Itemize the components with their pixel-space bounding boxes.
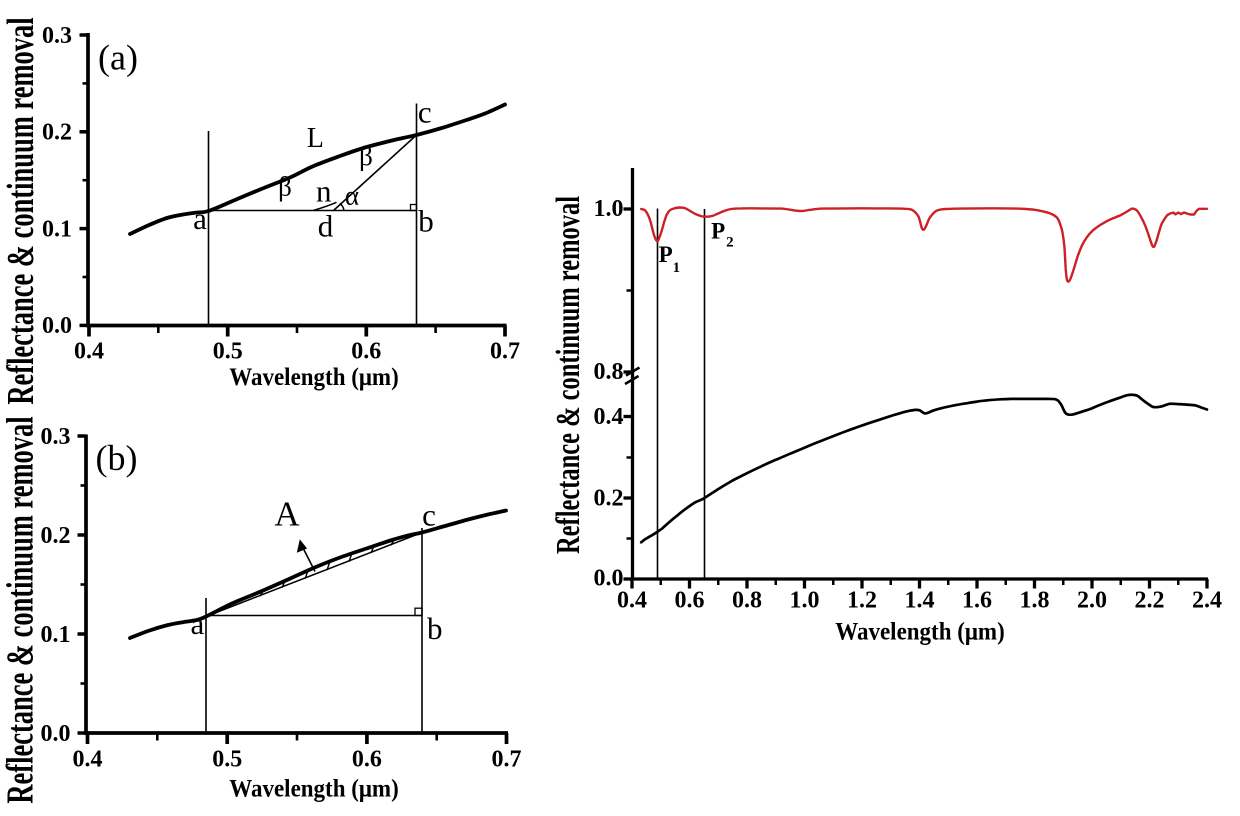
svg-text:2.0: 2.0 [1077, 587, 1107, 613]
svg-text:0.6: 0.6 [675, 587, 705, 613]
svg-text:Wavelength (μm): Wavelength (μm) [835, 618, 1004, 646]
svg-text:Reflectance & continuum remova: Reflectance & continuum removal [549, 196, 587, 554]
svg-text:0.7: 0.7 [492, 746, 522, 772]
svg-text:0.2: 0.2 [41, 523, 71, 549]
svg-text:c: c [422, 498, 436, 533]
svg-text:d: d [318, 209, 334, 244]
svg-text:Reflectance & continuum remova: Reflectance & continuum removal [0, 416, 42, 803]
svg-text:1.4: 1.4 [905, 587, 935, 613]
svg-text:0.5: 0.5 [212, 746, 242, 772]
svg-text:0.4: 0.4 [74, 338, 104, 364]
svg-text:0.3: 0.3 [42, 23, 72, 49]
svg-text:0.6: 0.6 [351, 338, 381, 364]
svg-text:b: b [427, 611, 443, 646]
svg-text:0.8: 0.8 [594, 359, 624, 385]
svg-text:0.7: 0.7 [490, 338, 520, 364]
svg-text:b: b [418, 204, 434, 239]
svg-text:β: β [278, 172, 292, 202]
svg-text:β: β [359, 141, 373, 171]
svg-text:n: n [316, 174, 332, 209]
svg-text:0.2: 0.2 [594, 486, 624, 512]
svg-text:a: a [193, 201, 207, 236]
svg-text:Wavelength (μm): Wavelength (μm) [229, 363, 398, 391]
svg-text:(a): (a) [98, 37, 138, 77]
svg-text:1: 1 [673, 260, 681, 276]
svg-text:0.1: 0.1 [41, 622, 71, 648]
svg-text:1.2: 1.2 [847, 587, 877, 613]
svg-text:0.2: 0.2 [42, 120, 72, 146]
svg-text:0.0: 0.0 [594, 565, 624, 591]
svg-text:0.4: 0.4 [617, 587, 647, 613]
svg-text:L: L [307, 123, 324, 154]
svg-text:α: α [345, 181, 359, 211]
svg-text:0.3: 0.3 [41, 424, 71, 450]
svg-text:0.0: 0.0 [41, 721, 71, 747]
svg-text:P: P [659, 242, 673, 267]
svg-text:0.4: 0.4 [73, 746, 103, 772]
svg-text:0.6: 0.6 [352, 746, 382, 772]
svg-text:Reflectance & continuum remova: Reflectance & continuum removal [0, 17, 42, 404]
svg-text:A: A [274, 495, 300, 534]
svg-text:2.2: 2.2 [1135, 587, 1165, 613]
svg-text:2.4: 2.4 [1192, 587, 1222, 613]
svg-text:1.0: 1.0 [790, 587, 820, 613]
svg-text:0.5: 0.5 [213, 338, 243, 364]
svg-text:1.6: 1.6 [962, 587, 992, 613]
svg-text:0.1: 0.1 [42, 216, 72, 242]
svg-text:0.4: 0.4 [594, 404, 624, 430]
svg-text:(b): (b) [96, 438, 138, 478]
svg-text:0.0: 0.0 [42, 313, 72, 339]
svg-text:1.0: 1.0 [594, 196, 624, 222]
svg-text:Wavelength (μm): Wavelength (μm) [229, 775, 398, 803]
svg-text:c: c [418, 95, 432, 130]
svg-text:2: 2 [726, 235, 734, 251]
svg-text:P: P [711, 219, 725, 244]
svg-text:a: a [191, 606, 205, 641]
svg-text:1.8: 1.8 [1020, 587, 1050, 613]
svg-text:0.8: 0.8 [732, 587, 762, 613]
